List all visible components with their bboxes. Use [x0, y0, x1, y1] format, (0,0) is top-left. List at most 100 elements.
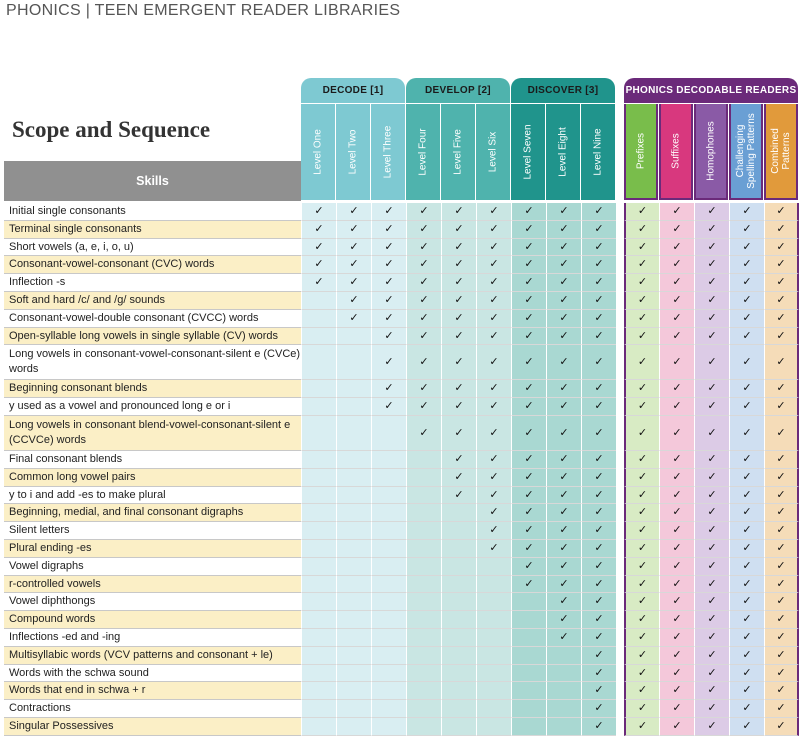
check-cell — [511, 629, 546, 647]
check-cell: ✓ — [581, 486, 616, 505]
check-cell — [371, 700, 406, 718]
table-row: Open-syllable long vowels in single syll… — [0, 327, 800, 346]
skill-label: Plural ending -es — [4, 540, 301, 558]
skill-label: Words that end in schwa + r — [4, 682, 301, 701]
check-cell — [476, 718, 511, 736]
check-cell — [301, 504, 336, 523]
check-cell — [336, 345, 371, 381]
check-cell: ✓ — [546, 345, 581, 381]
check-cell — [301, 611, 336, 629]
check-cell: ✓ — [511, 220, 546, 239]
check-cell: ✓ — [546, 593, 581, 612]
check-cell: ✓ — [371, 220, 406, 239]
check-cell — [336, 718, 371, 736]
check-cell — [441, 629, 476, 647]
check-cell: ✓ — [729, 522, 764, 540]
check-cell: ✓ — [511, 451, 546, 469]
check-cell: ✓ — [406, 220, 441, 239]
check-cell — [301, 416, 336, 451]
check-cell: ✓ — [694, 451, 729, 469]
check-cell — [441, 718, 476, 736]
column-header-10: Prefixes — [624, 104, 658, 200]
check-cell: ✓ — [476, 398, 511, 416]
check-cell: ✓ — [301, 238, 336, 257]
check-cell: ✓ — [511, 256, 546, 275]
check-cell: ✓ — [764, 468, 799, 487]
check-cell: ✓ — [476, 540, 511, 558]
check-cell: ✓ — [406, 345, 441, 381]
check-cell: ✓ — [371, 238, 406, 257]
check-cell: ✓ — [624, 451, 659, 469]
table-row: Inflections -ed and -ing ✓ ✓ ✓ ✓ ✓ ✓ ✓ — [0, 629, 800, 647]
check-cell: ✓ — [406, 274, 441, 292]
column-header-label: Level Five — [452, 129, 464, 175]
check-cell: ✓ — [694, 629, 729, 647]
check-cell: ✓ — [371, 345, 406, 381]
check-cell: ✓ — [694, 557, 729, 576]
check-cell: ✓ — [441, 468, 476, 487]
check-cell: ✓ — [406, 292, 441, 310]
check-cell: ✓ — [659, 682, 694, 701]
check-cell — [336, 416, 371, 451]
check-cell — [371, 593, 406, 612]
check-cell — [371, 557, 406, 576]
check-cell: ✓ — [694, 593, 729, 612]
check-cell: ✓ — [624, 256, 659, 275]
table-row: Singular Possessives ✓ ✓ ✓ ✓ ✓ ✓ — [0, 718, 800, 736]
check-cell: ✓ — [659, 646, 694, 665]
check-cell: ✓ — [764, 540, 799, 558]
check-cell: ✓ — [694, 345, 729, 381]
check-cell — [441, 700, 476, 718]
check-cell — [476, 611, 511, 629]
column-header-4: Level Four — [406, 104, 440, 200]
check-cell: ✓ — [729, 203, 764, 221]
check-cell: ✓ — [764, 380, 799, 399]
check-cell: ✓ — [659, 557, 694, 576]
check-cell: ✓ — [581, 274, 616, 292]
check-cell — [301, 718, 336, 736]
check-cell: ✓ — [694, 398, 729, 416]
check-cell — [371, 504, 406, 523]
check-cell: ✓ — [546, 398, 581, 416]
group-header-1: DECODE [1] — [301, 78, 405, 103]
check-cell: ✓ — [581, 380, 616, 399]
check-cell — [511, 593, 546, 612]
check-cell: ✓ — [476, 416, 511, 451]
column-header-label: Level One — [312, 129, 324, 175]
check-cell: ✓ — [694, 700, 729, 718]
check-cell: ✓ — [624, 309, 659, 328]
check-cell: ✓ — [511, 468, 546, 487]
skill-label: Vowel diphthongs — [4, 593, 301, 612]
check-cell: ✓ — [476, 345, 511, 381]
check-cell: ✓ — [476, 274, 511, 292]
skill-label: Open-syllable long vowels in single syll… — [4, 327, 301, 346]
table-row: Vowel digraphs ✓ ✓ ✓ ✓ ✓ ✓ ✓ ✓ — [0, 557, 800, 576]
skill-label: Multisyllabic words (VCV patterns and co… — [4, 646, 301, 665]
check-cell — [336, 646, 371, 665]
column-header-label: Level Three — [382, 125, 394, 179]
table-row: Plural ending -es ✓ ✓ ✓ ✓ ✓ ✓ ✓ ✓ ✓ — [0, 540, 800, 558]
check-cell: ✓ — [729, 575, 764, 594]
check-cell: ✓ — [764, 593, 799, 612]
check-cell: ✓ — [764, 700, 799, 718]
check-cell: ✓ — [729, 646, 764, 665]
skill-label: Final consonant blends — [4, 451, 301, 469]
check-cell: ✓ — [546, 256, 581, 275]
check-cell: ✓ — [511, 292, 546, 310]
check-cell — [406, 557, 441, 576]
check-cell: ✓ — [581, 682, 616, 701]
skill-label: Soft and hard /c/ and /g/ sounds — [4, 292, 301, 310]
check-cell: ✓ — [336, 274, 371, 292]
column-header-9: Level Nine — [581, 104, 615, 200]
check-cell: ✓ — [581, 611, 616, 629]
check-cell: ✓ — [511, 203, 546, 221]
check-cell: ✓ — [546, 220, 581, 239]
check-cell: ✓ — [441, 256, 476, 275]
check-cell: ✓ — [371, 398, 406, 416]
check-cell: ✓ — [406, 256, 441, 275]
check-cell — [336, 557, 371, 576]
check-cell: ✓ — [694, 504, 729, 523]
check-cell: ✓ — [581, 309, 616, 328]
check-cell: ✓ — [694, 682, 729, 701]
check-cell — [301, 700, 336, 718]
